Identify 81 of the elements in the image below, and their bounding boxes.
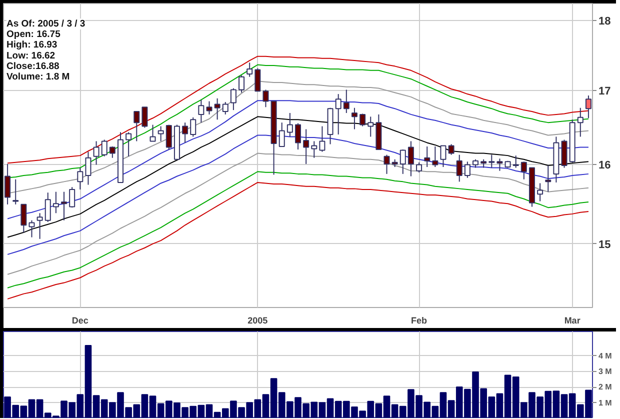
candlestick [286, 112, 293, 138]
y-tick-label: 15 [598, 238, 611, 251]
candlestick [254, 68, 261, 92]
candlestick [456, 154, 462, 182]
y-tick-label: 18 [598, 15, 611, 28]
annotation: Close:16.88 [6, 60, 60, 72]
candlestick [77, 167, 84, 190]
candlestick [214, 98, 220, 120]
candlestick [4, 163, 11, 205]
y-tick-label: 2 M [598, 382, 612, 392]
candlestick [424, 146, 430, 168]
candlestick [464, 161, 470, 178]
candlestick [319, 126, 326, 152]
candlestick [69, 186, 76, 208]
candlestick [577, 107, 584, 138]
x-tick-label: Dec [72, 316, 88, 326]
candlestick [400, 148, 406, 174]
candlestick [93, 140, 100, 166]
candlestick [448, 144, 454, 156]
candlestick [36, 212, 43, 240]
candlestick [262, 89, 269, 108]
annotation: As Of: 2005 / 3 / 3 [6, 18, 86, 30]
candlestick [488, 154, 495, 168]
candlestick [61, 191, 68, 221]
candlestick [44, 192, 51, 222]
candlestick [198, 99, 204, 124]
candlestick [85, 151, 92, 186]
candlestick [408, 140, 414, 177]
candlestick [126, 132, 132, 157]
candlestick [384, 154, 390, 174]
annotation: High: 16.93 [6, 40, 58, 51]
candlestick [432, 146, 438, 168]
candlestick [28, 220, 35, 238]
candlestick [134, 111, 140, 142]
line-series [7, 171, 589, 288]
candlestick [537, 182, 544, 202]
x-tick-label: Feb [411, 316, 428, 326]
line-series [7, 116, 589, 238]
candlestick [238, 74, 245, 94]
candlestick [368, 116, 374, 138]
annotation: Open: 16.75 [6, 29, 62, 40]
candlestick [101, 139, 108, 157]
annotation: Low: 16.62 [6, 50, 56, 62]
candlestick [520, 161, 527, 180]
candlestick [190, 116, 196, 138]
candlestick [52, 191, 59, 214]
candlestick [150, 124, 156, 142]
candlestick [246, 62, 253, 78]
line-series [7, 182, 589, 300]
candlestick [142, 106, 148, 128]
candlestick [360, 113, 366, 127]
candlestick [158, 126, 164, 142]
candlestick [351, 107, 358, 130]
candlestick [343, 89, 350, 114]
candlestick [545, 164, 552, 192]
y-tick-label: 16 [598, 160, 611, 172]
candlestick [512, 155, 519, 168]
line-series [7, 152, 589, 275]
candlestick [20, 204, 27, 233]
candlestick [295, 122, 301, 150]
x-tick-label: 2005 [248, 316, 268, 326]
y-tick-label: 1 M [598, 398, 612, 408]
candlestick [440, 145, 446, 168]
candlestick [416, 162, 422, 173]
candlestick [303, 128, 310, 164]
candlestick [311, 140, 318, 158]
candlestick [206, 100, 212, 115]
candlestick [166, 124, 172, 150]
candlestick [12, 178, 19, 205]
candlestick [278, 122, 285, 147]
x-tick-label: Mar [564, 316, 581, 326]
candlestick [585, 94, 592, 119]
candlestick [496, 158, 503, 172]
y-tick-label: 4 M [598, 351, 612, 360]
candlestick [182, 122, 188, 144]
y-tick-label: 3 M [598, 366, 612, 376]
candlestick [230, 88, 236, 111]
annotation: Volume: 1.8 M [6, 72, 70, 82]
candlestick [335, 94, 342, 135]
y-tick-label: 17 [598, 85, 611, 98]
candlestick [222, 102, 228, 115]
